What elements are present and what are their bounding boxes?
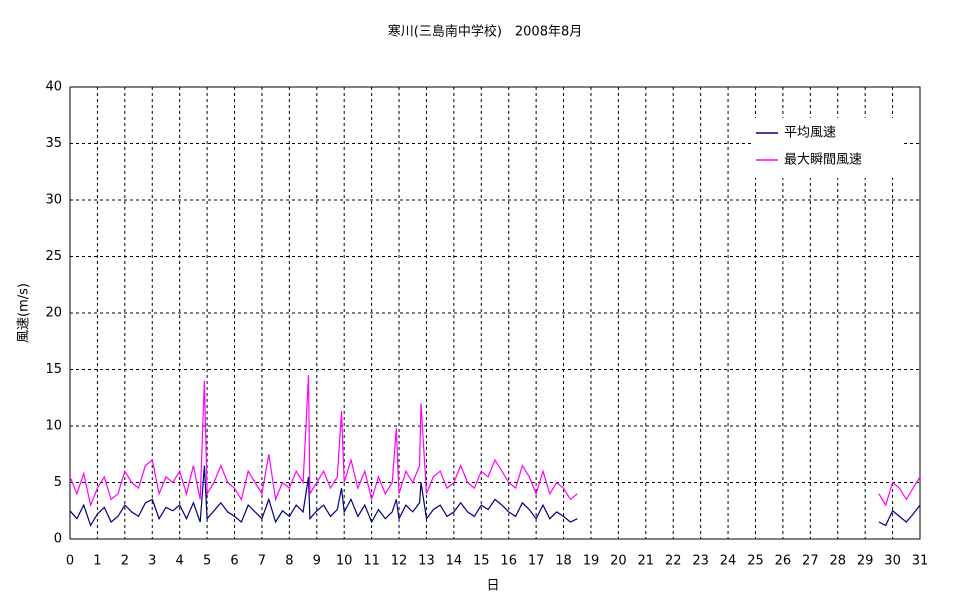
x-tick-label: 8 [285,554,293,569]
x-tick-label: 23 [692,554,709,569]
x-tick-label: 10 [336,554,353,569]
x-tick-label: 27 [802,554,819,569]
plot-frame [69,86,921,540]
x-tick-label: 12 [391,554,408,569]
y-tick-label: 25 [45,249,62,264]
y-tick-label: 10 [45,419,62,434]
x-tick-label: 19 [583,554,600,569]
x-tick-label: 29 [857,554,874,569]
x-tick-label: 11 [363,554,380,569]
y-axis-label: 風速(m/s) [17,283,32,343]
x-tick-label: 31 [912,554,929,569]
y-tick-label: 0 [54,532,62,547]
x-tick-label: 17 [528,554,545,569]
x-tick-label: 25 [747,554,764,569]
x-tick-label: 4 [176,554,184,569]
y-tick-label: 20 [45,306,62,321]
x-tick-label: 15 [473,554,490,569]
x-tick-label: 3 [148,554,156,569]
x-tick-label: 28 [829,554,846,569]
x-tick-label: 21 [638,554,655,569]
x-tick-label: 13 [418,554,435,569]
x-tick-label: 14 [446,554,463,569]
chart-title: 寒川(三島南中学校) 2008年8月 [388,24,583,40]
x-tick-label: 26 [775,554,792,569]
y-tick-label: 30 [45,193,62,208]
x-axis-label: 日 [486,579,499,594]
series-line [69,465,921,527]
x-tick-label: 7 [258,554,266,569]
y-tick-label: 40 [45,80,62,95]
x-tick-label: 16 [500,554,517,569]
y-tick-label: 35 [45,136,62,151]
x-tick-label: 5 [203,554,211,569]
y-tick-label: 15 [45,362,62,377]
legend-label: 最大瞬間風速 [784,153,862,168]
legend-label: 平均風速 [784,126,836,141]
x-tick-label: 20 [610,554,627,569]
x-tick-label: 2 [121,554,129,569]
x-tick-label: 22 [665,554,682,569]
x-tick-label: 6 [230,554,238,569]
legend-box [752,118,902,178]
x-tick-label: 0 [66,554,74,569]
x-tick-label: 30 [884,554,901,569]
x-tick-label: 24 [720,554,737,569]
y-tick-label: 5 [54,475,62,490]
series-line [69,375,921,508]
x-tick-label: 18 [555,554,572,569]
x-tick-label: 1 [93,554,101,569]
x-tick-label: 9 [313,554,321,569]
